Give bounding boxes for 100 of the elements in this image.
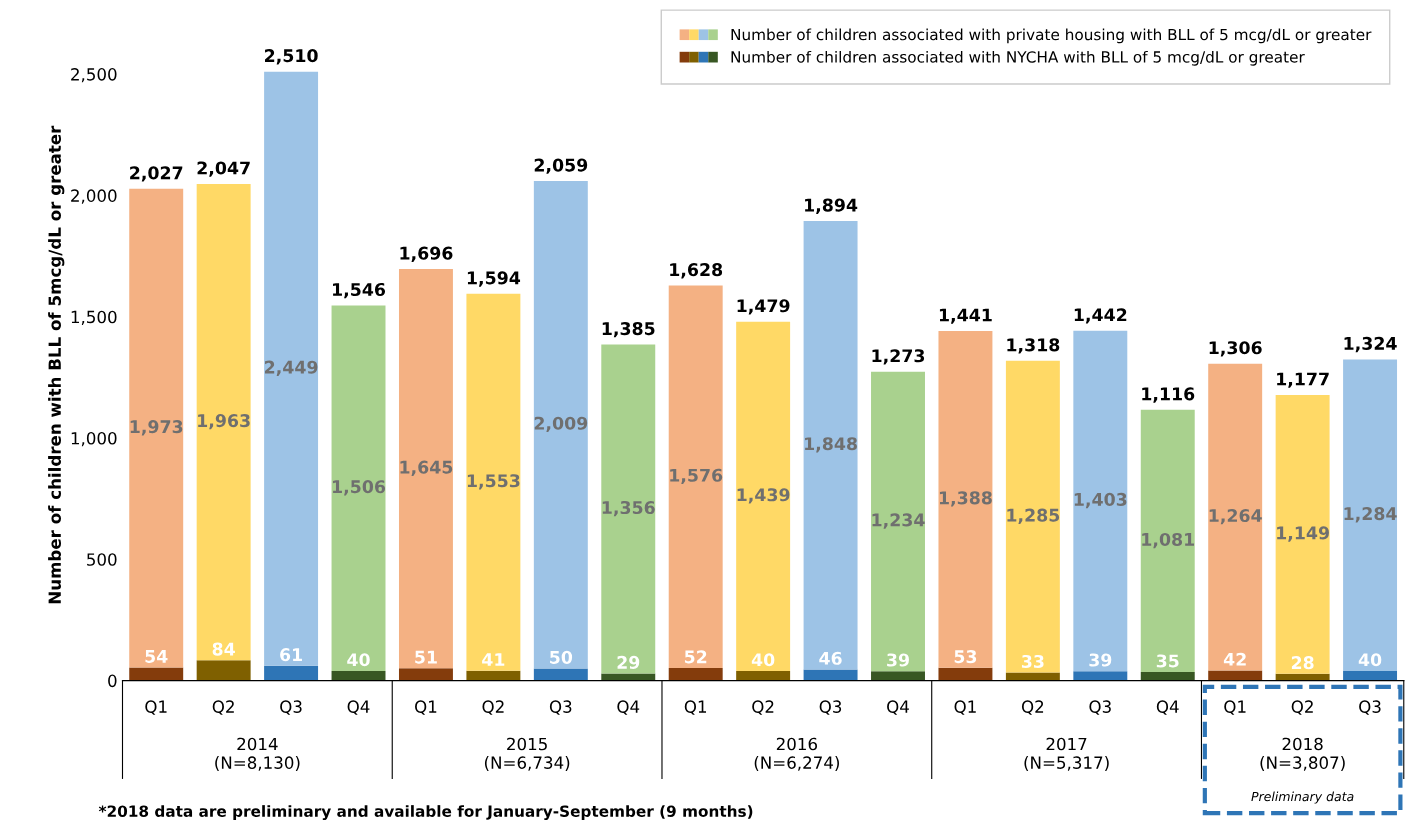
x-tick-label: Q3 bbox=[549, 700, 572, 715]
data-label: 40 bbox=[751, 653, 775, 667]
bar bbox=[601, 344, 656, 674]
bar bbox=[196, 660, 251, 681]
total-label: 1,324 bbox=[1344, 336, 1397, 353]
bar bbox=[1073, 330, 1128, 672]
data-label: 84 bbox=[212, 642, 235, 656]
bar bbox=[1073, 671, 1128, 681]
legend-label: Number of children associated with NYCHA with BLL of 5 mcg/dL or greater bbox=[731, 50, 1305, 66]
data-label: 35 bbox=[1156, 654, 1179, 668]
data-label: 1,285 bbox=[1007, 508, 1060, 524]
x-tick-label: Q1 bbox=[954, 700, 976, 715]
bar bbox=[398, 269, 453, 669]
bar bbox=[264, 665, 319, 681]
data-label: 1,081 bbox=[1142, 532, 1195, 549]
bar bbox=[1140, 672, 1195, 681]
bar bbox=[1343, 359, 1398, 671]
x-tick-label: Q4 bbox=[887, 700, 909, 715]
total-label: 1,894 bbox=[805, 198, 858, 214]
bar bbox=[196, 183, 251, 661]
y-tick-label: 2,500 bbox=[71, 68, 117, 83]
bar bbox=[398, 668, 453, 681]
data-label: 1,553 bbox=[467, 474, 520, 490]
total-label: 1,442 bbox=[1074, 308, 1127, 324]
legend-label: Number of children associated with private housing with BLL of 5 mcg/dL or greater bbox=[731, 28, 1372, 44]
total-label: 1,441 bbox=[939, 308, 992, 324]
bar bbox=[466, 670, 521, 681]
total-label: 2,510 bbox=[265, 49, 318, 65]
bar bbox=[331, 670, 386, 681]
total-label: 1,318 bbox=[1007, 338, 1060, 354]
data-label: 51 bbox=[415, 650, 437, 664]
data-label: 1,963 bbox=[198, 414, 250, 430]
x-tick-label: Q3 bbox=[1359, 700, 1381, 715]
text: 2015 (N=6,734) bbox=[484, 737, 570, 771]
x-tick-label: Q2 bbox=[752, 700, 774, 715]
bar bbox=[736, 670, 791, 681]
data-label: 1,973 bbox=[130, 420, 183, 436]
data-label: 53 bbox=[954, 650, 977, 664]
total-label: 1,116 bbox=[1142, 387, 1195, 403]
text: Preliminary data bbox=[1251, 791, 1354, 804]
y-axis-title: Number of children with BLL of 5mcg/dL or greater bbox=[48, 125, 65, 604]
bar bbox=[466, 293, 521, 671]
data-label: 1,264 bbox=[1209, 508, 1262, 525]
data-label: 28 bbox=[1291, 656, 1314, 670]
x-tick-label: Q2 bbox=[212, 700, 234, 715]
x-tick-label: Q2 bbox=[482, 700, 504, 715]
data-label: 1,149 bbox=[1277, 526, 1329, 542]
total-label: 1,594 bbox=[467, 271, 521, 287]
data-label: 29 bbox=[617, 655, 640, 669]
bar bbox=[1343, 670, 1398, 681]
x-tick-label: Q3 bbox=[1089, 700, 1111, 715]
data-label: 1,645 bbox=[400, 460, 453, 476]
total-label: 1,177 bbox=[1277, 372, 1329, 388]
total-label: 1,273 bbox=[872, 349, 925, 365]
data-label: 46 bbox=[819, 651, 842, 665]
bar bbox=[668, 667, 723, 681]
bar bbox=[264, 71, 319, 666]
bar bbox=[1208, 363, 1263, 671]
x-tick-label: Q3 bbox=[819, 700, 842, 715]
total-label: 1,385 bbox=[602, 322, 655, 338]
total-label: 2,059 bbox=[534, 158, 588, 174]
data-label: 33 bbox=[1021, 654, 1044, 669]
total-label: 1,479 bbox=[737, 299, 790, 315]
data-label: 40 bbox=[1358, 653, 1382, 667]
total-label: 2,047 bbox=[197, 161, 250, 177]
data-label: 2,449 bbox=[265, 360, 318, 376]
data-label: 1,284 bbox=[1344, 507, 1397, 523]
text: *2018 data are preliminary and available for January-September (9 months) bbox=[98, 805, 753, 821]
y-tick-label: 2,000 bbox=[71, 189, 117, 204]
x-tick-label: Q2 bbox=[1291, 700, 1313, 715]
y-tick-label: 500 bbox=[87, 553, 117, 566]
data-label: 41 bbox=[482, 653, 505, 666]
x-tick-label: Q4 bbox=[617, 700, 640, 715]
x-tick-label: Q4 bbox=[1156, 700, 1179, 715]
x-tick-label: Q1 bbox=[1224, 700, 1246, 715]
bar bbox=[803, 669, 858, 681]
x-tick-label: Q1 bbox=[684, 700, 707, 715]
bar bbox=[871, 371, 925, 672]
data-label: 39 bbox=[887, 653, 909, 667]
bar bbox=[1005, 360, 1060, 673]
data-label: 1,356 bbox=[602, 500, 655, 517]
data-label: 52 bbox=[684, 650, 707, 664]
x-tick-label: Q1 bbox=[145, 700, 167, 715]
data-label: 1,403 bbox=[1074, 492, 1127, 509]
total-label: 1,546 bbox=[333, 282, 386, 299]
total-label: 1,696 bbox=[400, 246, 453, 262]
data-label: 1,576 bbox=[670, 468, 723, 485]
text: 2016 (N=6,274) bbox=[754, 737, 839, 771]
bar bbox=[1208, 670, 1263, 681]
text: 2014 (N=8,130) bbox=[215, 737, 300, 771]
data-label: 2,009 bbox=[534, 416, 588, 433]
bar bbox=[803, 221, 858, 670]
bar bbox=[533, 181, 588, 669]
data-label: 50 bbox=[550, 650, 573, 664]
bar bbox=[129, 188, 184, 668]
text: 2018 (N=3,807) bbox=[1260, 737, 1345, 771]
y-tick-label: 1,500 bbox=[71, 310, 117, 325]
bar bbox=[938, 667, 993, 681]
x-tick-label: Q3 bbox=[280, 700, 302, 715]
data-label: 1,234 bbox=[872, 513, 925, 529]
